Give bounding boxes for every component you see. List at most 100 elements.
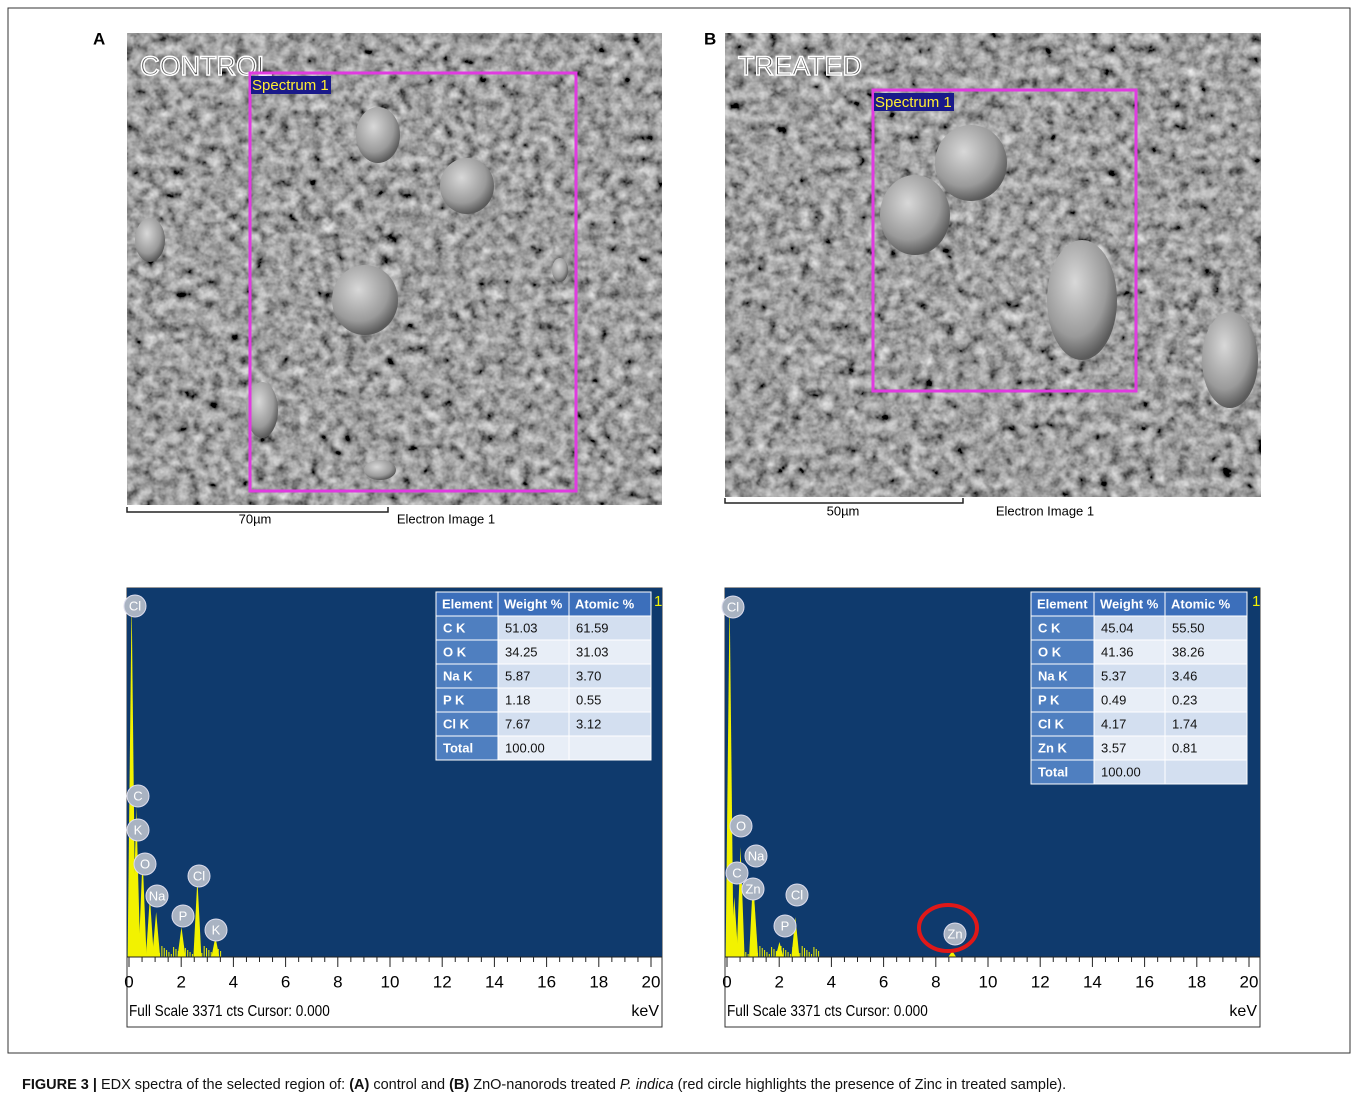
table-text: Cl K <box>1038 716 1065 731</box>
peak-label: Cl <box>791 887 803 902</box>
table-text: 61.59 <box>576 620 609 635</box>
unit-label: keV <box>1229 1003 1257 1020</box>
table-text: O K <box>1038 644 1062 659</box>
x-tick-label: 16 <box>1135 972 1154 991</box>
table-text: 34.25 <box>505 644 538 659</box>
scale-bar-label: 50µm <box>827 503 860 518</box>
peak-label: Zn <box>745 881 760 896</box>
x-tick-label: 8 <box>333 972 342 991</box>
table-text: P K <box>443 692 465 707</box>
cell <box>135 218 165 262</box>
table-text: 51.03 <box>505 620 538 635</box>
cell <box>364 460 396 480</box>
image-name: Electron Image 1 <box>996 503 1094 518</box>
table-header: Atomic % <box>575 596 635 611</box>
table-text: Zn K <box>1038 740 1067 755</box>
x-tick-label: 14 <box>1083 972 1102 991</box>
x-tick-label: 14 <box>485 972 504 991</box>
peak-label: O <box>140 856 150 871</box>
table-text: C K <box>1038 620 1061 635</box>
roi-label: Spectrum 1 <box>252 77 329 94</box>
cell <box>552 258 568 282</box>
caption-part: (A) <box>349 1077 369 1093</box>
sem-label: TREATED <box>738 51 862 81</box>
caption-part: P. indica <box>620 1077 674 1093</box>
x-tick-label: 10 <box>979 972 998 991</box>
x-tick-label: 6 <box>879 972 888 991</box>
peak-label: P <box>781 918 790 933</box>
table-text: 45.04 <box>1101 620 1134 635</box>
peak-label: Na <box>748 848 765 863</box>
peak-label: Cl <box>129 598 141 613</box>
figure: FIGURE 3 |EDX spectra of the selected re… <box>0 0 1358 1105</box>
table-header: Element <box>1037 596 1088 611</box>
peak-label: Cl <box>727 599 739 614</box>
table-text: 100.00 <box>505 740 545 755</box>
cell <box>880 175 950 255</box>
peak-label: P <box>179 908 188 923</box>
peak-label: C <box>732 865 741 880</box>
table-text: 0.23 <box>1172 692 1197 707</box>
peak-label: O <box>736 818 746 833</box>
table-text: 0.49 <box>1101 692 1126 707</box>
table-text: 1.74 <box>1172 716 1197 731</box>
table-cell <box>569 736 651 760</box>
x-tick-label: 20 <box>1240 972 1259 991</box>
caption-part: ZnO-nanorods treated <box>473 1077 616 1093</box>
spectrum-footer: Full Scale 3371 cts Cursor: 0.000 <box>727 1003 928 1020</box>
cell <box>1047 240 1117 360</box>
peak-label: K <box>212 922 221 937</box>
scale-bar-label: 70µm <box>239 511 272 526</box>
table-text: 41.36 <box>1101 644 1134 659</box>
table-header: Weight % <box>504 596 563 611</box>
roi-label: Spectrum 1 <box>875 94 952 111</box>
peak-label: K <box>134 822 143 837</box>
table-text: 3.46 <box>1172 668 1197 683</box>
caption-part: EDX spectra of the selected region of: <box>101 1077 345 1093</box>
table-text: 38.26 <box>1172 644 1205 659</box>
corner-label: 1 <box>654 593 662 610</box>
cell <box>935 125 1007 201</box>
table-text: 31.03 <box>576 644 609 659</box>
x-tick-label: 0 <box>124 972 133 991</box>
peak-label: Cl <box>193 868 205 883</box>
table-text: 3.12 <box>576 716 601 731</box>
x-tick-label: 12 <box>1031 972 1050 991</box>
table-text: 5.37 <box>1101 668 1126 683</box>
spectrum-footer: Full Scale 3371 cts Cursor: 0.000 <box>129 1003 330 1020</box>
image-name: Electron Image 1 <box>397 511 495 526</box>
table-text: 5.87 <box>505 668 530 683</box>
x-tick-label: 8 <box>931 972 940 991</box>
table-text: 55.50 <box>1172 620 1205 635</box>
peak-label: Na <box>149 888 166 903</box>
caption-part: (B) <box>449 1077 469 1093</box>
table-text: 1.18 <box>505 692 530 707</box>
panel-letter: A <box>93 29 105 48</box>
caption: FIGURE 3 |EDX spectra of the selected re… <box>22 1077 1066 1093</box>
table-text: Total <box>1038 764 1068 779</box>
scale-bar <box>725 498 963 503</box>
table-header: Element <box>442 596 493 611</box>
table-text: Total <box>443 740 473 755</box>
cell <box>332 265 398 335</box>
unit-label: keV <box>631 1003 659 1020</box>
table-text: 3.70 <box>576 668 601 683</box>
table-text: P K <box>1038 692 1060 707</box>
table-text: 4.17 <box>1101 716 1126 731</box>
x-tick-label: 16 <box>537 972 556 991</box>
x-tick-label: 4 <box>229 972 238 991</box>
caption-part: FIGURE 3 | <box>22 1077 97 1093</box>
table-header: Atomic % <box>1171 596 1231 611</box>
peak-label: C <box>133 788 142 803</box>
x-tick-label: 10 <box>381 972 400 991</box>
x-tick-label: 4 <box>827 972 836 991</box>
x-tick-label: 20 <box>642 972 661 991</box>
x-tick-label: 18 <box>589 972 608 991</box>
cell <box>1202 312 1258 408</box>
panel-letter: B <box>704 29 716 48</box>
x-tick-label: 2 <box>176 972 185 991</box>
cell <box>356 107 400 163</box>
x-tick-label: 0 <box>722 972 731 991</box>
x-tick-label: 18 <box>1187 972 1206 991</box>
sem-texture <box>127 33 662 505</box>
